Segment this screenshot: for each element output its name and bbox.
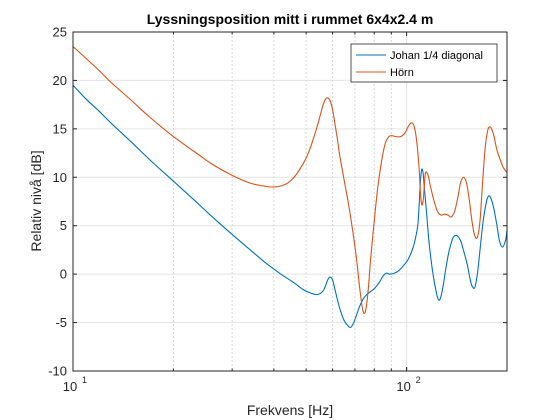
x-tick-exponent: 1 — [82, 375, 87, 385]
series-line-horn — [73, 46, 507, 315]
grid — [73, 32, 507, 371]
y-tick-label: -5 — [55, 315, 67, 330]
x-tick-exponent: 2 — [416, 375, 421, 385]
y-tick-label: -10 — [48, 364, 67, 379]
series-line-johan — [73, 84, 507, 329]
x-tick-label: 10 — [396, 379, 410, 394]
y-tick-label: 25 — [53, 25, 67, 40]
legend-label-johan: Johan 1/4 diagonal — [390, 50, 483, 62]
series-group — [73, 46, 507, 329]
y-tick-label: 15 — [53, 121, 67, 136]
chart-title: Lyssningsposition mitt i rummet 6x4x2.4 … — [147, 11, 434, 27]
y-tick-label: 10 — [53, 170, 67, 185]
axis-ticks: -10 -5 0 5 10 15 20 25 10 1 10 2 — [48, 25, 507, 394]
legend: Johan 1/4 diagonal Hörn — [350, 43, 498, 83]
y-tick-label: 0 — [60, 267, 67, 282]
legend-box — [350, 43, 498, 83]
y-tick-label: 5 — [60, 218, 67, 233]
legend-label-horn: Hörn — [390, 67, 414, 79]
x-tick-label: 10 — [63, 379, 77, 394]
plot-frame — [72, 31, 508, 372]
x-axis-label: Frekvens [Hz] — [247, 402, 333, 418]
y-axis-label: Relativ nivå [dB] — [28, 150, 44, 251]
y-tick-label: 20 — [53, 73, 67, 88]
plot-area — [73, 32, 507, 371]
